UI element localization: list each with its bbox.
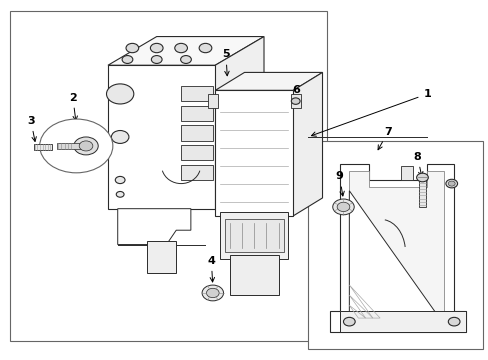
Circle shape <box>180 55 191 63</box>
Circle shape <box>79 141 93 151</box>
Circle shape <box>151 55 162 63</box>
Bar <box>207 94 217 108</box>
Text: 6: 6 <box>284 85 300 99</box>
Circle shape <box>336 202 349 212</box>
Text: 4: 4 <box>207 256 215 282</box>
Bar <box>339 311 466 332</box>
Circle shape <box>206 288 219 298</box>
Bar <box>181 86 212 101</box>
Circle shape <box>40 119 113 173</box>
Bar <box>147 241 176 273</box>
Circle shape <box>332 199 353 215</box>
Bar <box>400 166 412 180</box>
Bar <box>181 145 212 160</box>
Circle shape <box>126 43 139 53</box>
Circle shape <box>74 137 98 155</box>
Circle shape <box>115 176 125 184</box>
Bar <box>181 165 212 180</box>
Circle shape <box>199 43 211 53</box>
Polygon shape <box>348 191 439 318</box>
Circle shape <box>416 173 427 182</box>
Polygon shape <box>215 72 322 90</box>
Text: 8: 8 <box>413 152 422 176</box>
Bar <box>307 140 483 348</box>
Polygon shape <box>215 37 264 209</box>
Text: 3: 3 <box>27 116 36 141</box>
Polygon shape <box>339 171 456 325</box>
Bar <box>215 90 293 216</box>
Bar <box>57 143 86 149</box>
Bar <box>10 12 327 341</box>
Polygon shape <box>329 164 466 332</box>
Bar <box>108 65 215 209</box>
Circle shape <box>106 84 134 104</box>
Polygon shape <box>293 72 322 216</box>
Circle shape <box>150 43 163 53</box>
Circle shape <box>202 285 223 301</box>
Circle shape <box>447 318 459 326</box>
Circle shape <box>122 55 133 63</box>
Text: 5: 5 <box>222 49 229 76</box>
Bar <box>181 106 212 121</box>
Text: 2: 2 <box>69 93 77 121</box>
Text: 9: 9 <box>335 171 344 196</box>
Circle shape <box>447 181 454 186</box>
Bar <box>34 144 52 149</box>
Circle shape <box>116 192 124 197</box>
Polygon shape <box>118 209 190 244</box>
Bar <box>224 220 283 252</box>
Bar <box>181 126 212 140</box>
Circle shape <box>111 131 129 143</box>
Circle shape <box>174 43 187 53</box>
Text: 7: 7 <box>377 127 391 150</box>
Bar <box>418 180 426 207</box>
Circle shape <box>291 98 300 104</box>
Polygon shape <box>108 37 264 65</box>
Bar <box>290 94 300 108</box>
Bar <box>220 212 288 259</box>
Circle shape <box>343 318 354 326</box>
Text: 1: 1 <box>311 89 430 136</box>
Circle shape <box>445 179 457 188</box>
Bar <box>229 255 278 295</box>
